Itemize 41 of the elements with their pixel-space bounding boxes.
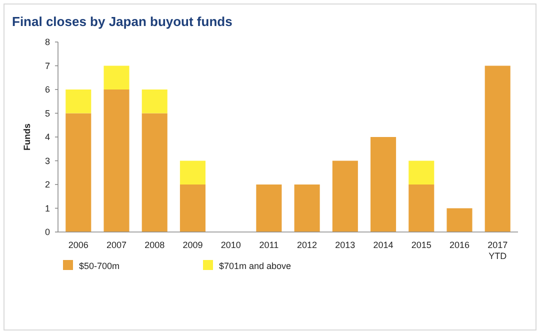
bar: [332, 160, 358, 232]
bar: [66, 90, 92, 114]
x-tick-label: 2015: [411, 240, 432, 250]
bar: [294, 184, 320, 232]
y-tick-label: 7: [44, 60, 50, 71]
legend-label: $701m and above: [219, 261, 292, 271]
y-axis-title: Funds: [22, 124, 32, 150]
y-tick-label: 1: [44, 203, 50, 214]
x-tick-label: 2014: [373, 240, 394, 250]
bar: [142, 90, 168, 114]
bar: [104, 90, 130, 232]
x-tick-label: 2013: [335, 240, 356, 250]
bar: [180, 184, 206, 232]
bar: [370, 137, 396, 232]
bar: [446, 208, 472, 232]
x-tick-label: 2007: [106, 240, 127, 250]
x-tick-label: 2011: [259, 240, 279, 250]
x-tick-label: 2016: [449, 240, 470, 250]
y-tick-label: 3: [44, 156, 50, 166]
y-tick-label: 0: [44, 227, 50, 238]
y-tick-label: 4: [44, 132, 50, 142]
bar: [408, 184, 434, 232]
x-tick-label: 2017 YTD: [488, 240, 508, 261]
bar: [408, 160, 434, 184]
x-tick-label: 2008: [144, 240, 165, 250]
y-tick-label: 2: [44, 180, 50, 190]
x-tick-label: 2009: [182, 240, 203, 250]
x-tick-label: 2010: [220, 240, 241, 250]
bar: [256, 184, 282, 232]
chart-title: Final closes by Japan buyout funds: [12, 14, 232, 29]
y-tick-label: 8: [44, 37, 50, 48]
legend-label: $50-700m: [79, 261, 120, 271]
bar: [484, 66, 510, 232]
x-tick-label: 2012: [297, 240, 318, 250]
x-tick-label: 2006: [68, 240, 88, 250]
y-tick-label: 6: [44, 84, 50, 95]
y-tick-label: 5: [44, 108, 50, 118]
bar: [66, 113, 92, 232]
bar: [104, 66, 130, 90]
bar: [142, 113, 168, 232]
bar: [180, 160, 206, 184]
